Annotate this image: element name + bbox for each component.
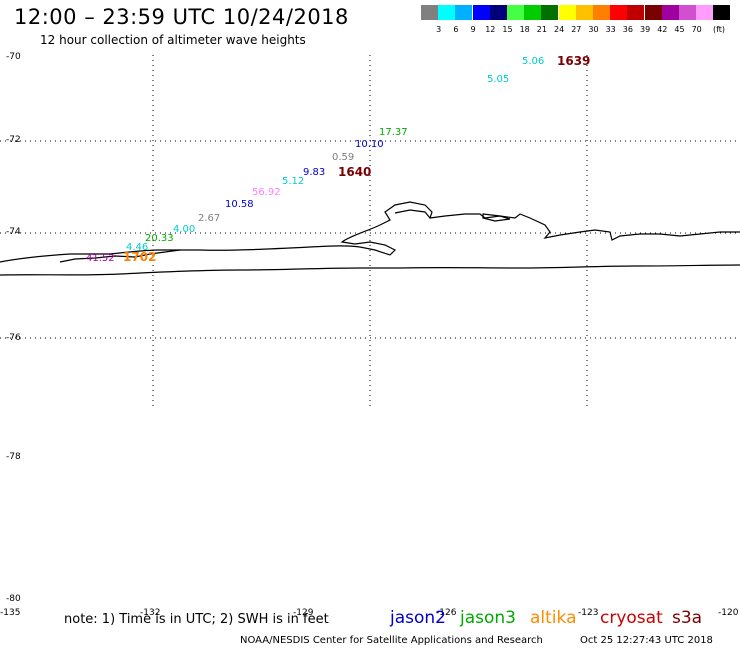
- coastline-west-lobe: [59, 249, 181, 263]
- lon-label: -135: [0, 608, 21, 618]
- legend-tick-label: 45: [674, 25, 685, 34]
- wave-height-label: 20.33: [145, 233, 174, 244]
- legend-swatch: [421, 5, 438, 20]
- legend-swatch: [627, 5, 645, 20]
- legend-swatch: [713, 5, 731, 20]
- legend-swatch: [679, 5, 696, 20]
- wave-height-label: 5.06: [522, 56, 545, 67]
- credit-line: NOAA/NESDIS Center for Satellite Applica…: [240, 635, 543, 646]
- legend-swatch: [507, 5, 524, 20]
- lat-label: -74: [6, 227, 21, 237]
- lon-label: -126: [436, 608, 457, 618]
- satellite-altika-label: altika: [530, 608, 577, 628]
- legend-tick-label: 3: [436, 25, 442, 34]
- coastline-inner: [394, 209, 431, 219]
- legend-tick-label: 33: [605, 25, 616, 34]
- legend-tick-label: 27: [571, 25, 582, 34]
- satellite-cryosat-label: cryosat: [600, 608, 663, 628]
- legend-swatch: [593, 5, 610, 20]
- legend-swatch: [455, 5, 473, 20]
- wave-time-label: 1640: [338, 165, 372, 179]
- satellite-jason3-label: jason3: [460, 608, 516, 628]
- legend-swatch: [472, 5, 490, 20]
- lon-label: -129: [293, 608, 314, 618]
- coastline-ice-front: [0, 264, 740, 276]
- coastline-inner-2: [482, 213, 511, 222]
- legend-swatch: [575, 5, 593, 20]
- wave-height-label: 41.52: [86, 253, 115, 264]
- legend-swatch: [644, 5, 662, 20]
- legend-swatch: [489, 5, 507, 20]
- lat-label: -72: [6, 135, 21, 145]
- wave-height-label: 4.00: [173, 224, 196, 235]
- legend-swatch: [610, 5, 628, 20]
- legend-swatch: [661, 5, 679, 20]
- graticule: [0, 55, 740, 406]
- legend-tick-label: 18: [519, 25, 530, 34]
- legend-tick-label: 21: [536, 25, 547, 34]
- legend-unit-label: (ft): [713, 25, 726, 34]
- legend-tick-label: 39: [640, 25, 651, 34]
- legend-tick-label: 6: [453, 25, 459, 34]
- wave-time-label: 1639: [557, 54, 591, 68]
- legend-swatch: [558, 5, 576, 20]
- satellite-s3a-label: s3a: [672, 608, 703, 628]
- coastline-main: [0, 201, 740, 263]
- wave-height-label: 17.37: [379, 127, 408, 138]
- lon-label: -120: [718, 608, 739, 618]
- wave-height-label: 10.58: [225, 199, 254, 210]
- lat-label: -78: [6, 452, 21, 462]
- lat-label: -70: [6, 52, 21, 62]
- map-subtitle: 12 hour collection of altimeter wave hei…: [40, 33, 306, 47]
- map-title: 12:00 – 23:59 UTC 10/24/2018: [14, 5, 349, 29]
- wave-height-label: 0.59: [332, 152, 355, 163]
- lat-label: -80: [6, 594, 21, 604]
- wave-height-label: 5.12: [282, 176, 305, 187]
- legend-tick-label: 70: [691, 25, 702, 34]
- lat-label: -76: [6, 333, 21, 343]
- legend-tick-label: 12: [485, 25, 496, 34]
- lon-label: -132: [140, 608, 161, 618]
- wave-height-label: 9.83: [303, 167, 326, 178]
- wave-time-label: 1702: [123, 250, 157, 264]
- satellite-jason2-label: jason2: [390, 608, 446, 628]
- legend-tick-label: 15: [502, 25, 513, 34]
- wave-height-label: 5.05: [487, 74, 510, 85]
- footer-note: note: 1) Time is in UTC; 2) SWH is in fe…: [64, 612, 329, 627]
- lon-label: -123: [578, 608, 599, 618]
- legend-swatch: [524, 5, 542, 20]
- legend-swatch: [696, 5, 714, 20]
- legend-swatch: [438, 5, 456, 20]
- wave-height-label: 56.92: [252, 187, 281, 198]
- legend-swatch: [541, 5, 559, 20]
- legend-tick-label: 30: [588, 25, 599, 34]
- generated-timestamp: Oct 25 12:27:43 UTC 2018: [580, 635, 713, 646]
- legend-tick-label: 42: [657, 25, 668, 34]
- wave-height-label: 2.67: [198, 213, 221, 224]
- legend-tick-label: 9: [470, 25, 476, 34]
- legend-tick-label: 36: [622, 25, 633, 34]
- legend-tick-label: 24: [554, 25, 565, 34]
- wave-height-label: 4.46: [126, 242, 149, 253]
- wave-height-label: 10.10: [355, 139, 384, 150]
- coastline: [0, 201, 740, 276]
